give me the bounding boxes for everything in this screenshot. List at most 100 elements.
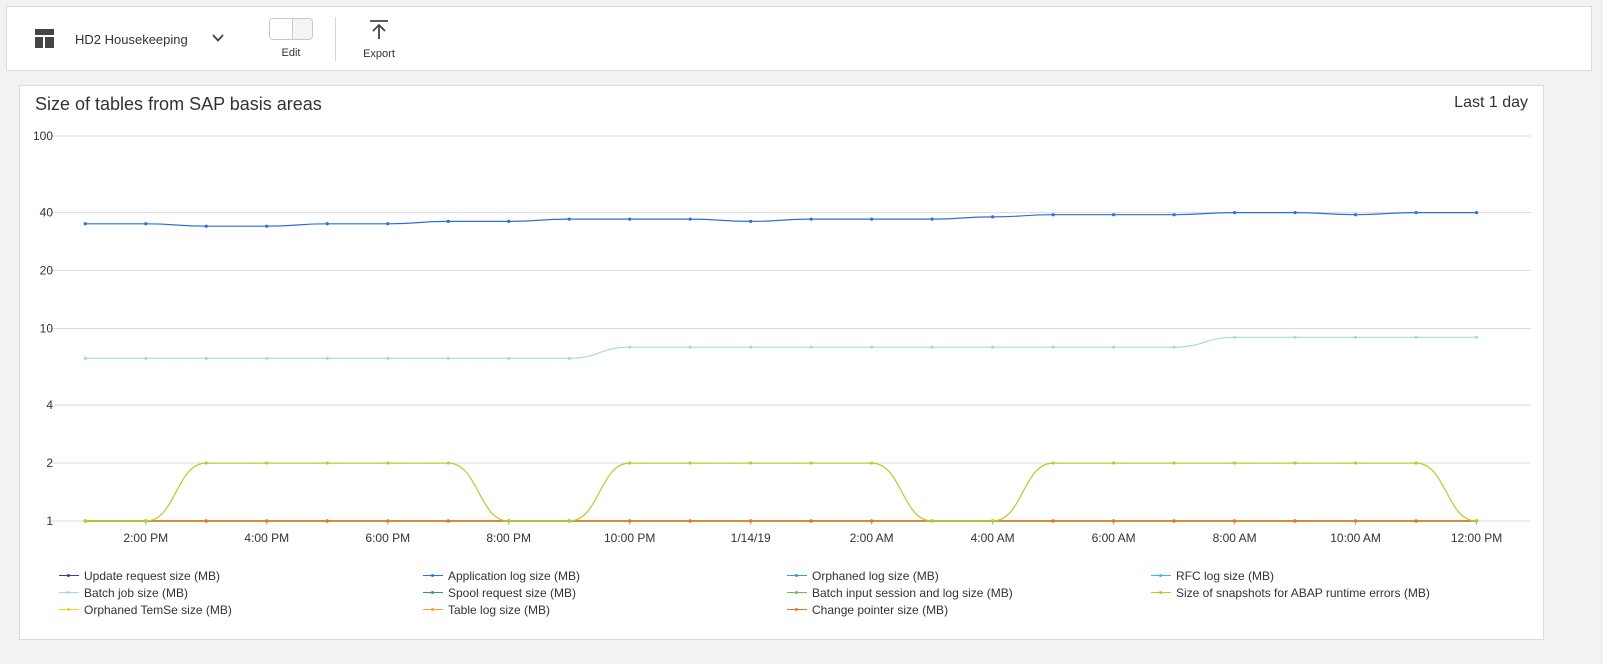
legend-item[interactable]: Table log size (MB): [422, 602, 786, 617]
legend-item[interactable]: Orphaned log size (MB): [786, 568, 1150, 583]
data-point: [507, 519, 511, 523]
legend-swatch: [422, 589, 444, 597]
data-point: [991, 215, 995, 219]
data-point: [1414, 461, 1418, 465]
data-point: [83, 519, 87, 523]
data-point: [144, 519, 148, 523]
x-tick-label: 2:00 AM: [850, 531, 894, 545]
toolbar: HD2 Housekeeping Edit Export: [6, 6, 1592, 71]
legend-swatch: [58, 572, 80, 580]
data-point: [809, 345, 813, 349]
legend-swatch: [1150, 572, 1172, 580]
data-point: [749, 345, 753, 349]
data-point: [1233, 519, 1237, 523]
legend-item[interactable]: Update request size (MB): [58, 568, 422, 583]
data-point: [628, 217, 632, 221]
data-point: [446, 519, 450, 523]
data-point: [749, 461, 753, 465]
legend-item[interactable]: Change pointer size (MB): [786, 602, 1150, 617]
export-icon[interactable]: [368, 19, 390, 41]
legend-item[interactable]: Batch job size (MB): [58, 585, 422, 600]
legend-swatch: [422, 606, 444, 614]
data-point: [265, 224, 269, 228]
legend-label: Change pointer size (MB): [812, 602, 949, 617]
data-point: [446, 461, 450, 465]
export-button[interactable]: Export: [363, 48, 395, 60]
data-point: [1414, 335, 1418, 339]
data-point: [1474, 335, 1479, 339]
data-point: [628, 461, 632, 465]
data-point: [204, 224, 208, 228]
y-tick-label: 2: [46, 456, 53, 470]
legend-item[interactable]: Batch input session and log size (MB): [786, 585, 1150, 600]
data-point: [688, 345, 692, 349]
data-point: [1233, 461, 1237, 465]
legend-item[interactable]: Application log size (MB): [422, 568, 786, 583]
y-tick-label: 1: [46, 514, 53, 528]
y-tick-label: 20: [40, 264, 54, 278]
legend-label: Table log size (MB): [448, 602, 551, 617]
edit-toggle[interactable]: [269, 18, 313, 40]
data-point: [1172, 345, 1176, 349]
legend-label: Update request size (MB): [84, 568, 221, 583]
data-point: [1112, 461, 1116, 465]
legend-item[interactable]: Size of snapshots for ABAP runtime error…: [1150, 585, 1514, 600]
data-point: [809, 519, 813, 523]
dashboard-layout-icon[interactable]: [35, 29, 54, 48]
data-point: [1293, 211, 1297, 215]
data-point: [567, 217, 571, 221]
chart-card: Size of tables from SAP basis areas Last…: [19, 85, 1544, 640]
data-point: [325, 356, 329, 360]
data-point: [265, 519, 269, 523]
data-point: [809, 217, 813, 221]
data-point: [446, 219, 450, 224]
toolbar-divider: [335, 17, 336, 61]
data-point: [1293, 461, 1297, 465]
data-point: [325, 461, 329, 465]
data-point: [204, 356, 208, 360]
x-tick-label: 12:00 PM: [1451, 531, 1502, 545]
x-tick-label: 1/14/19: [731, 531, 771, 545]
legend-swatch: [786, 589, 808, 597]
legend-label: Spool request size (MB): [448, 585, 577, 600]
x-tick-label: 10:00 PM: [604, 531, 655, 545]
y-tick-label: 40: [40, 206, 54, 220]
legend-item[interactable]: Spool request size (MB): [422, 585, 786, 600]
data-point: [83, 222, 87, 226]
x-tick-label: 4:00 AM: [971, 531, 1015, 545]
data-point: [507, 219, 511, 224]
data-point: [507, 356, 511, 360]
legend-label: Size of snapshots for ABAP runtime error…: [1176, 585, 1430, 600]
legend-label: Orphaned TemSe size (MB): [84, 602, 232, 617]
data-point: [1051, 213, 1055, 217]
x-tick-label: 10:00 AM: [1330, 531, 1381, 545]
timeframe-selector[interactable]: Last 1 day: [1454, 94, 1528, 111]
x-tick-label: 2:00 PM: [123, 531, 168, 545]
data-point: [1051, 519, 1055, 523]
data-point: [1051, 345, 1055, 349]
series-line: [85, 462, 1477, 522]
data-point: [1474, 211, 1479, 215]
legend-item[interactable]: Orphaned TemSe size (MB): [58, 602, 422, 617]
data-point: [1353, 519, 1358, 523]
data-point: [265, 356, 269, 360]
data-point: [930, 519, 934, 523]
data-point: [1233, 335, 1237, 339]
data-point: [567, 356, 571, 360]
edit-label: Edit: [281, 47, 301, 59]
chevron-down-icon[interactable]: [211, 31, 225, 45]
x-tick-label: 6:00 AM: [1092, 531, 1136, 545]
data-point: [688, 217, 692, 221]
x-tick-label: 8:00 AM: [1213, 531, 1257, 545]
data-point: [386, 356, 390, 360]
chart-legend: Update request size (MB) Application log …: [58, 568, 1518, 617]
data-point: [991, 519, 995, 523]
data-point: [1353, 461, 1358, 465]
data-point: [870, 461, 874, 465]
y-tick-label: 100: [33, 129, 53, 143]
data-point: [386, 461, 390, 465]
data-point: [1474, 519, 1479, 523]
dashboard-name[interactable]: HD2 Housekeeping: [75, 32, 188, 47]
legend-label: Application log size (MB): [448, 568, 581, 583]
legend-item[interactable]: RFC log size (MB): [1150, 568, 1514, 583]
